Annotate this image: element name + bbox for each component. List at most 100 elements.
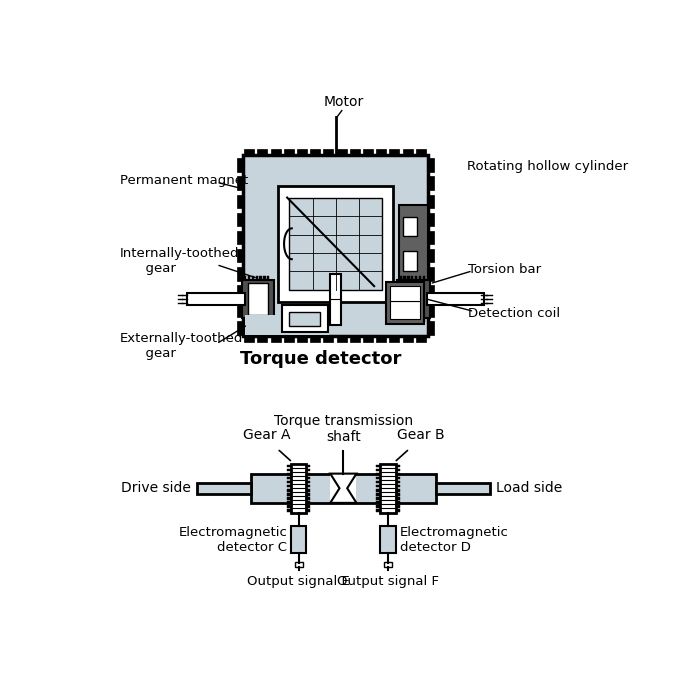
Bar [307, 493, 310, 496]
Bar [281, 305, 328, 332]
Bar [307, 477, 310, 480]
Bar [271, 149, 281, 155]
Bar [287, 497, 291, 500]
Bar [403, 283, 424, 316]
Bar [389, 336, 399, 342]
Bar [237, 303, 244, 316]
Bar [403, 318, 406, 322]
Bar [237, 249, 244, 262]
Bar [415, 276, 417, 280]
Bar [380, 464, 395, 512]
Bar [419, 276, 421, 280]
Bar [307, 465, 310, 468]
Bar [287, 501, 291, 504]
Bar [330, 274, 341, 325]
Bar [377, 501, 380, 504]
Bar [291, 526, 307, 553]
Bar [350, 336, 360, 342]
Bar [307, 473, 310, 475]
Text: Gear B: Gear B [396, 428, 444, 442]
Bar [284, 336, 294, 342]
Bar [428, 231, 434, 244]
Bar [252, 318, 254, 322]
Bar [287, 489, 291, 491]
Bar [244, 318, 246, 322]
Bar [423, 276, 425, 280]
Bar [307, 489, 310, 491]
Bar [287, 469, 291, 471]
Bar [391, 301, 419, 319]
Bar [400, 318, 402, 322]
Bar [411, 318, 414, 322]
Text: Externally-toothed
      gear: Externally-toothed gear [120, 332, 244, 360]
Bar [428, 158, 434, 172]
Bar [287, 473, 291, 475]
Bar [377, 505, 380, 508]
Bar [377, 493, 380, 496]
Bar [398, 280, 430, 318]
Bar [428, 267, 434, 281]
Bar [363, 149, 373, 155]
Bar [244, 336, 254, 342]
Bar [395, 493, 400, 496]
Text: Torque detector: Torque detector [239, 350, 401, 368]
Bar [330, 474, 356, 503]
Text: Permanent magnet: Permanent magnet [120, 174, 248, 187]
Bar [402, 251, 416, 271]
Bar [287, 477, 291, 480]
Bar [402, 336, 412, 342]
Bar [428, 285, 434, 299]
Bar [263, 318, 265, 322]
Bar [395, 489, 400, 491]
Bar [407, 276, 410, 280]
Bar [287, 493, 291, 496]
Bar [287, 485, 291, 487]
Text: Electromagnetic
detector C: Electromagnetic detector C [178, 526, 287, 554]
Bar [248, 283, 268, 316]
Bar [287, 509, 291, 512]
Bar [376, 149, 386, 155]
Bar [284, 149, 294, 155]
Bar [416, 149, 426, 155]
Bar [256, 276, 258, 280]
Bar [187, 293, 245, 305]
Bar [398, 280, 430, 318]
Text: Gear A: Gear A [243, 428, 290, 442]
Bar [258, 336, 267, 342]
Bar [251, 474, 435, 503]
Bar [307, 469, 310, 471]
Bar [271, 336, 281, 342]
Bar [402, 217, 416, 236]
Bar [399, 205, 428, 282]
Bar [380, 526, 395, 553]
Bar [428, 321, 434, 335]
Bar [248, 276, 250, 280]
Bar [386, 281, 424, 324]
Bar [376, 336, 386, 342]
Bar [377, 509, 380, 512]
Bar [377, 477, 380, 480]
Bar [377, 465, 380, 468]
Bar [197, 483, 251, 493]
Bar [395, 469, 400, 471]
Text: Output signal F: Output signal F [337, 575, 439, 588]
Text: Motor: Motor [323, 95, 363, 109]
Bar [416, 336, 426, 342]
Bar [395, 485, 400, 487]
Bar [323, 149, 333, 155]
Bar [389, 149, 399, 155]
Bar [295, 562, 302, 567]
Bar [407, 318, 410, 322]
Bar [395, 465, 400, 468]
Text: Load side: Load side [496, 482, 562, 496]
Bar [252, 276, 254, 280]
Bar [290, 197, 382, 290]
Bar [377, 473, 380, 475]
Bar [237, 176, 244, 190]
Bar [267, 276, 270, 280]
Bar [395, 477, 400, 480]
Polygon shape [330, 474, 356, 503]
Bar [307, 505, 310, 508]
Bar [237, 321, 244, 335]
Bar [411, 276, 414, 280]
